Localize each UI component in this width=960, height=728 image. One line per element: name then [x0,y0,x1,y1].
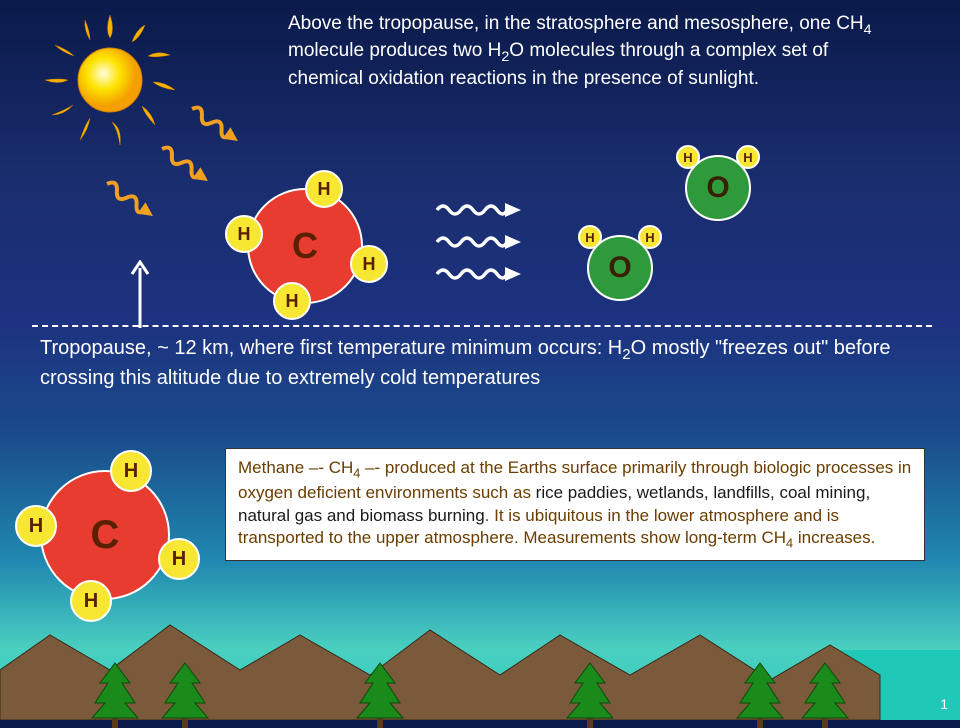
reaction-arrow-icon [435,264,525,284]
tree-icon [90,658,140,728]
hydrogen-atom: H [110,450,152,492]
sun-icon [40,10,180,150]
text: Methane –- CH [238,458,353,477]
reaction-arrow-icon [435,200,525,220]
methane-molecule-upper: C H H H H [225,170,395,330]
hydrogen-atom: H [736,145,760,169]
hydrogen-atom: H [638,225,662,249]
hydrogen-atom: H [158,538,200,580]
tree-icon [160,658,210,728]
reaction-arrow-icon [435,232,525,252]
tropopause-divider [32,325,932,327]
methane-info-box: Methane –- CH4 –- produced at the Earths… [225,448,925,561]
subscript: 4 [864,22,872,38]
subscript: 2 [622,346,630,363]
sun-ray-icon [97,171,163,230]
water-molecule: O H H [668,145,768,225]
text: molecule produces two H [288,40,501,61]
tropopause-description: Tropopause, ~ 12 km, where first tempera… [40,335,920,392]
hydrogen-atom: H [273,282,311,320]
page-number: 1 [940,696,948,712]
up-arrow-icon [125,260,155,330]
hydrogen-atom: H [15,505,57,547]
water-molecule: O H H [570,225,670,305]
hydrogen-atom: H [578,225,602,249]
text: Above the tropopause, in the stratospher… [288,13,864,34]
text: Tropopause, ~ 12 km, where first tempera… [40,337,622,359]
hydrogen-atom: H [350,245,388,283]
tree-icon [735,658,785,728]
sun-ray-icon [182,96,248,155]
tree-icon [355,658,405,728]
text: increases. [793,528,875,547]
carbon-atom: C [40,470,170,600]
hydrogen-atom: H [676,145,700,169]
hydrogen-atom: H [225,215,263,253]
stratosphere-description: Above the tropopause, in the stratospher… [288,12,888,91]
hydrogen-atom: H [305,170,343,208]
tree-icon [800,658,850,728]
sun-ray-icon [152,136,218,195]
tree-icon [565,658,615,728]
